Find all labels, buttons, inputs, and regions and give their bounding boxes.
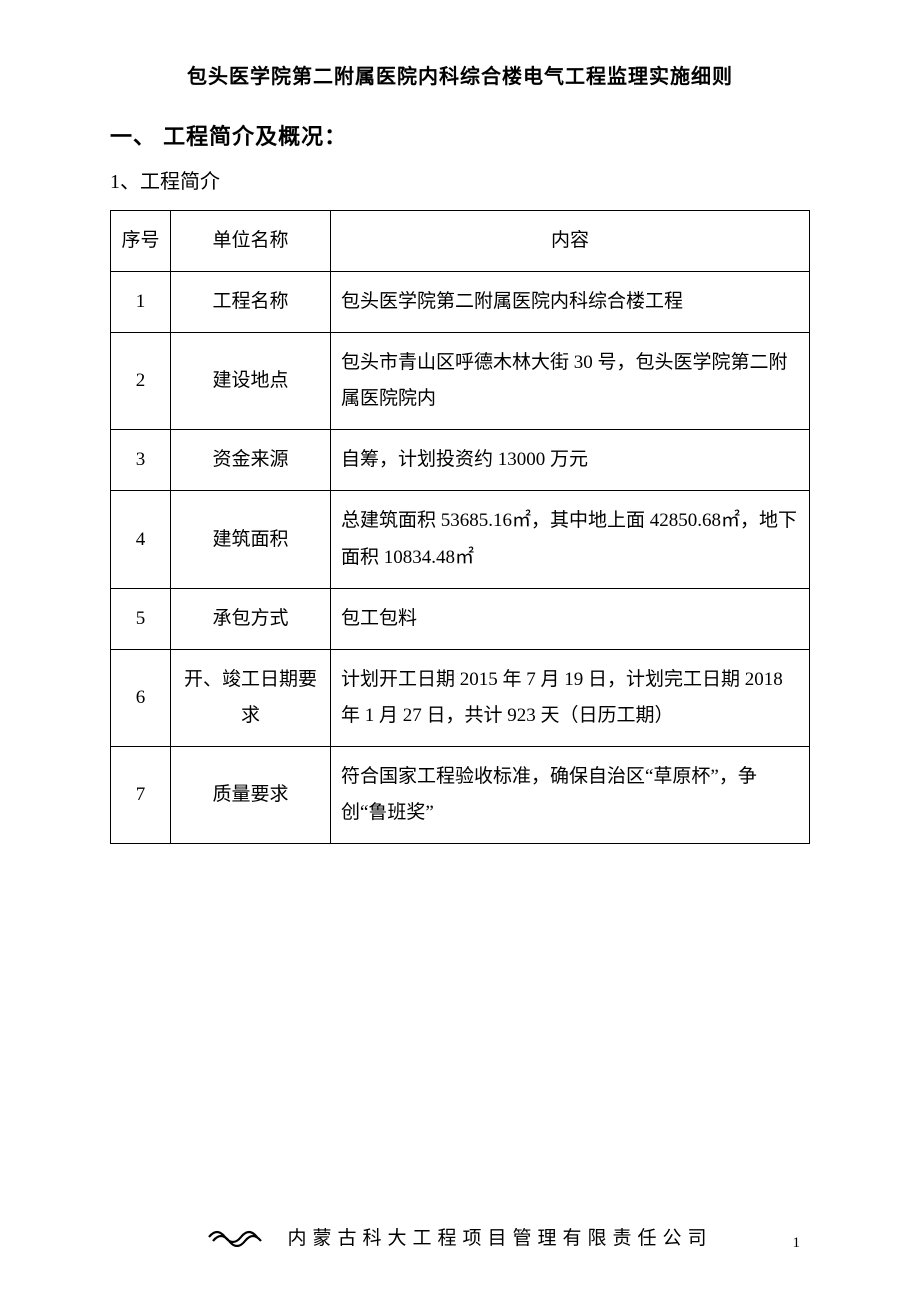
cell-seq: 4 [111,491,171,588]
cell-name: 建筑面积 [171,491,331,588]
cell-seq: 3 [111,430,171,491]
table-row: 5 承包方式 包工包料 [111,588,810,649]
cell-content: 包头医学院第二附属医院内科综合楼工程 [331,272,810,333]
table-row: 7 质量要求 符合国家工程验收标准，确保自治区“草原杯”，争创“鲁班奖” [111,746,810,843]
table-row: 1 工程名称 包头医学院第二附属医院内科综合楼工程 [111,272,810,333]
cell-seq: 2 [111,333,171,430]
cell-seq: 7 [111,746,171,843]
table-row: 4 建筑面积 总建筑面积 53685.16㎡，其中地上面 42850.68㎡，地… [111,491,810,588]
cell-name: 建设地点 [171,333,331,430]
table-row: 6 开、竣工日期要求 计划开工日期 2015 年 7 月 19 日，计划完工日期… [111,649,810,746]
project-info-table: 序号 单位名称 内容 1 工程名称 包头医学院第二附属医院内科综合楼工程 2 建… [110,210,810,844]
page-footer: 内蒙古科大工程项目管理有限责任公司 [0,1221,920,1252]
cell-content: 包工包料 [331,588,810,649]
cell-content: 总建筑面积 53685.16㎡，其中地上面 42850.68㎡，地下面积 108… [331,491,810,588]
cell-seq: 6 [111,649,171,746]
subsection-line: 1、工程简介 [110,165,810,194]
section-heading: 一、 工程简介及概况： [110,119,810,151]
cell-name: 工程名称 [171,272,331,333]
header-name: 单位名称 [171,211,331,272]
cell-content: 符合国家工程验收标准，确保自治区“草原杯”，争创“鲁班奖” [331,746,810,843]
table-row: 3 资金来源 自筹，计划投资约 13000 万元 [111,430,810,491]
cell-name: 质量要求 [171,746,331,843]
table-header-row: 序号 单位名称 内容 [111,211,810,272]
table-row: 2 建设地点 包头市青山区呼德木林大街 30 号，包头医学院第二附属医院院内 [111,333,810,430]
company-logo-icon [207,1221,263,1252]
cell-seq: 5 [111,588,171,649]
cell-seq: 1 [111,272,171,333]
page-number: 1 [793,1235,801,1252]
cell-name: 资金来源 [171,430,331,491]
cell-content: 包头市青山区呼德木林大街 30 号，包头医学院第二附属医院院内 [331,333,810,430]
header-content: 内容 [331,211,810,272]
header-seq: 序号 [111,211,171,272]
cell-content: 计划开工日期 2015 年 7 月 19 日，计划完工日期 2018 年 1 月… [331,649,810,746]
footer-company-name: 内蒙古科大工程项目管理有限责任公司 [287,1223,712,1250]
document-title: 包头医学院第二附属医院内科综合楼电气工程监理实施细则 [110,60,810,89]
cell-name: 承包方式 [171,588,331,649]
cell-content: 自筹，计划投资约 13000 万元 [331,430,810,491]
cell-name: 开、竣工日期要求 [171,649,331,746]
